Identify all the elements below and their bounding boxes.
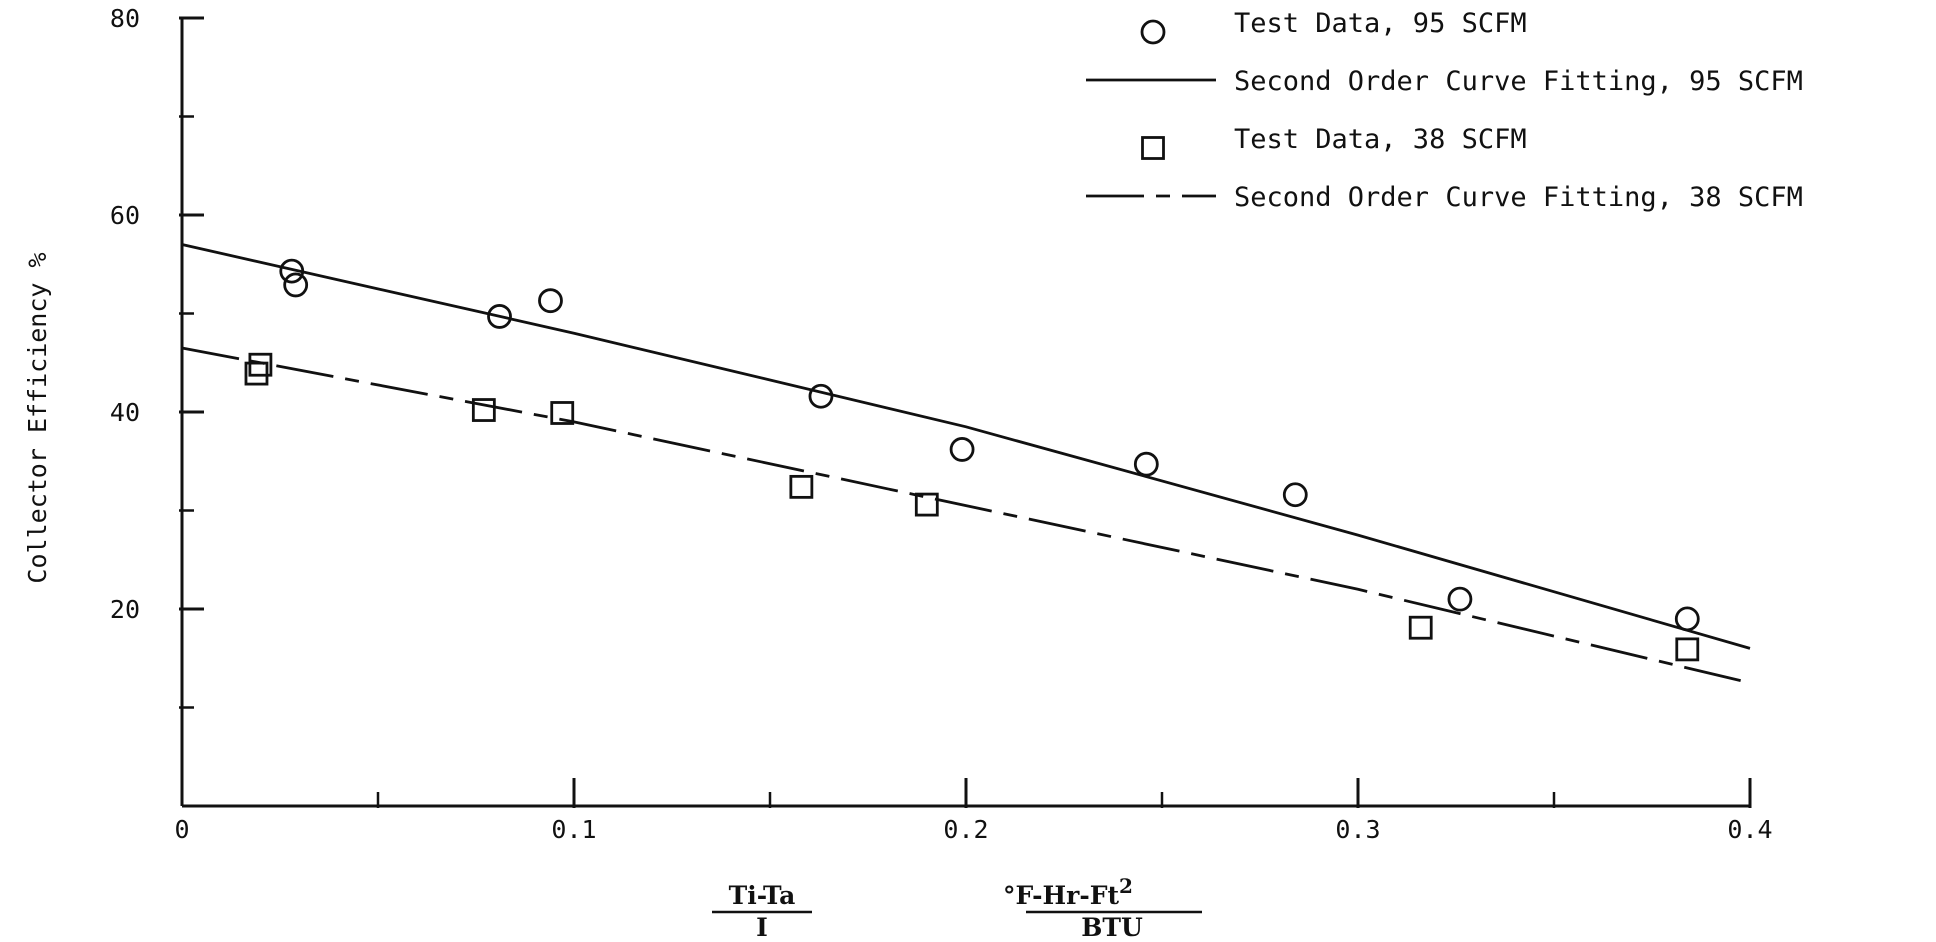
fit-line bbox=[181, 346, 1751, 685]
legend-label: Second Order Curve Fitting, 95 SCFM bbox=[1234, 66, 1803, 97]
circle-marker bbox=[283, 272, 309, 298]
circle-marker bbox=[1282, 482, 1308, 508]
fit-line bbox=[181, 243, 1751, 650]
circle-marker bbox=[1674, 606, 1700, 632]
axes: 0 0.1 0.2 0.3 0.4 20 40 60 80 bbox=[110, 4, 1773, 844]
circle-marker bbox=[949, 437, 975, 462]
x-tick-label: 0.4 bbox=[1727, 815, 1772, 844]
legend-label: Test Data, 38 SCFM bbox=[1234, 124, 1527, 155]
x-unit-denominator: BTU bbox=[1081, 913, 1143, 942]
x-tick-label: 0 bbox=[174, 815, 189, 844]
square-marker bbox=[789, 474, 814, 499]
legend: Test Data, 95 SCFM Second Order Curve Fit… bbox=[1086, 8, 1803, 213]
y-tick-label: 80 bbox=[110, 4, 140, 33]
y-tick-label: 40 bbox=[110, 398, 140, 427]
series-0 bbox=[279, 258, 1700, 632]
legend-circle-marker bbox=[1140, 19, 1166, 45]
legend-label: Second Order Curve Fitting, 38 SCFM bbox=[1234, 182, 1803, 213]
legend-item: Test Data, 38 SCFM bbox=[1141, 124, 1527, 160]
series-2 bbox=[244, 352, 1700, 662]
x-unit-superscript: 2 bbox=[1119, 874, 1133, 898]
square-marker bbox=[550, 401, 575, 425]
y-axis-title: Collector Efficiency % bbox=[23, 252, 52, 583]
x-fraction-numerator: Ti-Ta bbox=[729, 881, 796, 910]
x-unit-numerator: °F-Hr-Ft2 bbox=[1003, 874, 1133, 910]
plot-area bbox=[181, 243, 1751, 685]
circle-marker bbox=[1447, 586, 1473, 612]
legend-square-marker bbox=[1141, 136, 1165, 160]
x-axis-title: Ti-Ta I °F-Hr-Ft2 BTU bbox=[712, 874, 1202, 942]
x-ticks: 0 0.1 0.2 0.3 0.4 bbox=[174, 778, 1773, 844]
legend-label: Test Data, 95 SCFM bbox=[1234, 8, 1527, 39]
square-marker bbox=[248, 352, 273, 377]
square-marker bbox=[914, 492, 939, 517]
y-tick-label: 60 bbox=[110, 201, 140, 230]
circle-marker bbox=[1133, 451, 1159, 477]
series-3 bbox=[181, 346, 1751, 685]
square-marker bbox=[471, 398, 496, 422]
y-tick-label: 20 bbox=[110, 595, 140, 624]
series-1 bbox=[181, 243, 1751, 650]
circle-marker bbox=[487, 304, 512, 329]
legend-item: Second Order Curve Fitting, 38 SCFM bbox=[1086, 182, 1803, 213]
y-ticks: 20 40 60 80 bbox=[110, 4, 204, 709]
circle-marker bbox=[808, 383, 834, 409]
legend-item: Test Data, 95 SCFM bbox=[1140, 8, 1527, 45]
x-tick-label: 0.1 bbox=[551, 815, 596, 844]
x-tick-label: 0.2 bbox=[943, 815, 988, 844]
x-tick-label: 0.3 bbox=[1335, 815, 1380, 844]
square-marker bbox=[1675, 637, 1700, 662]
x-fraction-denominator: I bbox=[756, 913, 768, 942]
x-unit-numerator-text: °F-Hr-Ft bbox=[1003, 881, 1119, 910]
circle-marker bbox=[538, 288, 563, 314]
legend-item: Second Order Curve Fitting, 95 SCFM bbox=[1086, 66, 1803, 97]
square-marker bbox=[1408, 615, 1433, 640]
